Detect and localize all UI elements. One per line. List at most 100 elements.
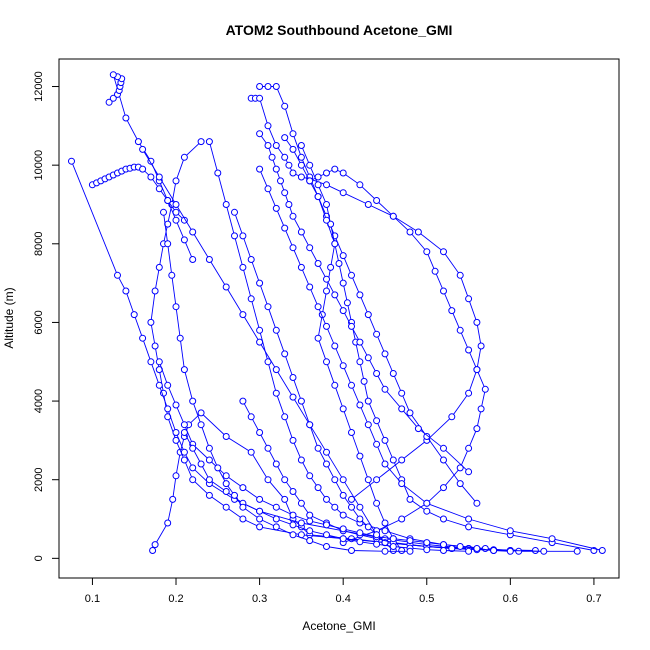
data-point bbox=[356, 291, 364, 299]
data-point bbox=[222, 283, 230, 291]
data-point bbox=[456, 543, 464, 550]
data-point bbox=[239, 397, 247, 405]
data-point bbox=[389, 456, 397, 464]
data-point bbox=[373, 197, 381, 204]
data-point bbox=[180, 421, 188, 429]
x-axis: 0.1 0.2 0.3 0.4 0.5 0.6 0.7 bbox=[85, 577, 602, 605]
data-point bbox=[465, 523, 473, 531]
data-point bbox=[414, 425, 422, 433]
data-point bbox=[389, 543, 397, 550]
data-point bbox=[423, 433, 431, 440]
data-point bbox=[281, 189, 289, 197]
data-point bbox=[169, 495, 177, 503]
data-point bbox=[314, 260, 322, 267]
data-point bbox=[289, 393, 297, 401]
data-point bbox=[256, 429, 264, 436]
data-point bbox=[306, 517, 314, 525]
data-point bbox=[256, 507, 264, 515]
data-point bbox=[285, 201, 293, 208]
data-point bbox=[356, 338, 364, 346]
data-point bbox=[151, 342, 159, 350]
data-point bbox=[423, 507, 431, 515]
data-point bbox=[314, 181, 322, 189]
data-point bbox=[306, 511, 314, 519]
data-point bbox=[389, 212, 397, 220]
data-point bbox=[323, 448, 330, 456]
data-point bbox=[598, 547, 606, 554]
x-tick-label: 0.7 bbox=[586, 593, 601, 605]
data-point bbox=[214, 464, 222, 472]
data-point bbox=[197, 138, 205, 146]
data-point bbox=[548, 535, 556, 543]
data-point bbox=[247, 295, 255, 303]
data-point bbox=[151, 541, 159, 549]
data-point bbox=[331, 342, 339, 350]
data-point bbox=[364, 421, 372, 429]
data-point bbox=[222, 472, 230, 480]
data-point bbox=[189, 256, 197, 263]
data-point bbox=[456, 464, 464, 472]
data-point bbox=[122, 114, 130, 122]
data-point bbox=[473, 318, 481, 326]
series-17 bbox=[160, 208, 414, 555]
data-point bbox=[256, 515, 264, 523]
y-tick-label: 0 bbox=[33, 555, 45, 561]
data-point bbox=[272, 515, 280, 523]
data-point bbox=[339, 511, 347, 519]
data-point bbox=[381, 519, 389, 527]
data-point bbox=[398, 480, 406, 488]
data-point bbox=[331, 165, 339, 173]
data-point bbox=[323, 543, 330, 550]
data-point bbox=[381, 527, 389, 535]
data-point bbox=[122, 287, 130, 295]
data-point bbox=[465, 389, 473, 397]
series-8 bbox=[297, 142, 598, 554]
data-point bbox=[277, 177, 284, 185]
data-point bbox=[281, 350, 289, 358]
data-point bbox=[289, 531, 297, 539]
data-point bbox=[281, 476, 289, 484]
data-point bbox=[440, 444, 447, 452]
data-point bbox=[456, 326, 464, 334]
data-point bbox=[139, 334, 147, 342]
data-point bbox=[339, 535, 347, 543]
data-point bbox=[339, 307, 347, 315]
data-point bbox=[189, 444, 197, 452]
data-point bbox=[331, 381, 339, 389]
data-point bbox=[297, 397, 305, 405]
data-point bbox=[139, 145, 147, 153]
data-point bbox=[398, 405, 406, 413]
data-point bbox=[473, 499, 481, 507]
data-point bbox=[373, 476, 381, 484]
x-tick-label: 0.2 bbox=[168, 593, 183, 605]
data-point bbox=[440, 248, 447, 256]
data-point bbox=[155, 381, 163, 389]
y-tick-label: 4000 bbox=[33, 389, 45, 413]
data-point bbox=[264, 83, 272, 90]
series-15 bbox=[155, 358, 514, 555]
data-point bbox=[323, 169, 330, 177]
data-point bbox=[356, 452, 364, 460]
data-point bbox=[205, 256, 213, 263]
data-point bbox=[264, 122, 272, 130]
data-point bbox=[465, 346, 473, 354]
data-point bbox=[160, 208, 167, 216]
data-point bbox=[205, 476, 213, 484]
data-point bbox=[356, 358, 364, 366]
data-point bbox=[389, 535, 397, 543]
data-point bbox=[373, 370, 381, 377]
data-point bbox=[155, 358, 163, 366]
data-point bbox=[172, 201, 180, 208]
data-point bbox=[356, 538, 364, 546]
data-point bbox=[348, 271, 355, 279]
data-point bbox=[272, 389, 280, 397]
data-point bbox=[323, 287, 330, 295]
data-point bbox=[272, 503, 280, 511]
data-point bbox=[314, 173, 322, 181]
data-point bbox=[289, 488, 297, 495]
data-point bbox=[373, 440, 381, 448]
data-point bbox=[381, 547, 389, 555]
data-point bbox=[281, 224, 289, 232]
data-point bbox=[381, 460, 389, 468]
data-point bbox=[306, 177, 314, 185]
